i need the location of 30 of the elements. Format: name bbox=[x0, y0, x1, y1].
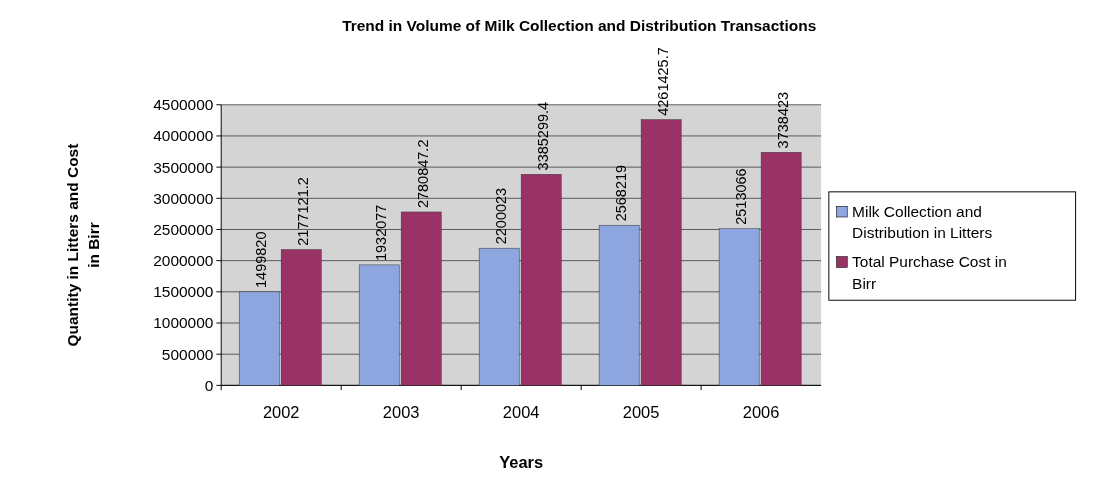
data-label: 2177121.2 bbox=[294, 177, 311, 246]
x-tick-label: 2005 bbox=[622, 403, 660, 422]
data-label: 3385299.4 bbox=[534, 101, 551, 171]
x-tick-label: 2003 bbox=[382, 403, 420, 422]
y-tick-label: 3000000 bbox=[153, 189, 214, 207]
y-tick-label: 2500000 bbox=[153, 220, 214, 238]
data-label: 2780847.2 bbox=[414, 139, 431, 209]
x-tick-label: 2004 bbox=[502, 403, 540, 422]
legend-label: Milk Collection and Distribution in Litters bbox=[852, 203, 993, 242]
x-tick-label: 2006 bbox=[742, 403, 780, 422]
data-label: 3738423 bbox=[774, 91, 791, 149]
data-label: 1932077 bbox=[372, 204, 389, 262]
y-axis-title: Quantity in Litters and Cost in Birr bbox=[63, 143, 103, 347]
legend-label: Total Purchase Cost in Birr bbox=[852, 253, 1007, 292]
y-tick-label: 3500000 bbox=[153, 158, 214, 176]
x-axis-title: Years bbox=[499, 452, 544, 471]
y-tick-label: 4000000 bbox=[153, 127, 214, 145]
y-tick-label: 500000 bbox=[161, 345, 214, 363]
data-label: 2513066 bbox=[732, 168, 749, 225]
data-label: 4261425.7 bbox=[654, 47, 671, 116]
data-label: 1499820 bbox=[252, 231, 269, 288]
data-label: 2568219 bbox=[612, 164, 629, 222]
chart-title: Trend in Volume of Milk Collection and Distribution Transactions bbox=[342, 17, 817, 35]
y-tick-label: 2000000 bbox=[153, 252, 214, 270]
y-tick-label: 0 bbox=[204, 376, 214, 394]
y-tick-label: 1500000 bbox=[153, 283, 214, 301]
y-tick-label: 1000000 bbox=[153, 314, 214, 332]
y-tick-label: 4500000 bbox=[153, 96, 214, 114]
x-tick-label: 2002 bbox=[262, 403, 300, 422]
data-label: 2200023 bbox=[492, 187, 509, 245]
